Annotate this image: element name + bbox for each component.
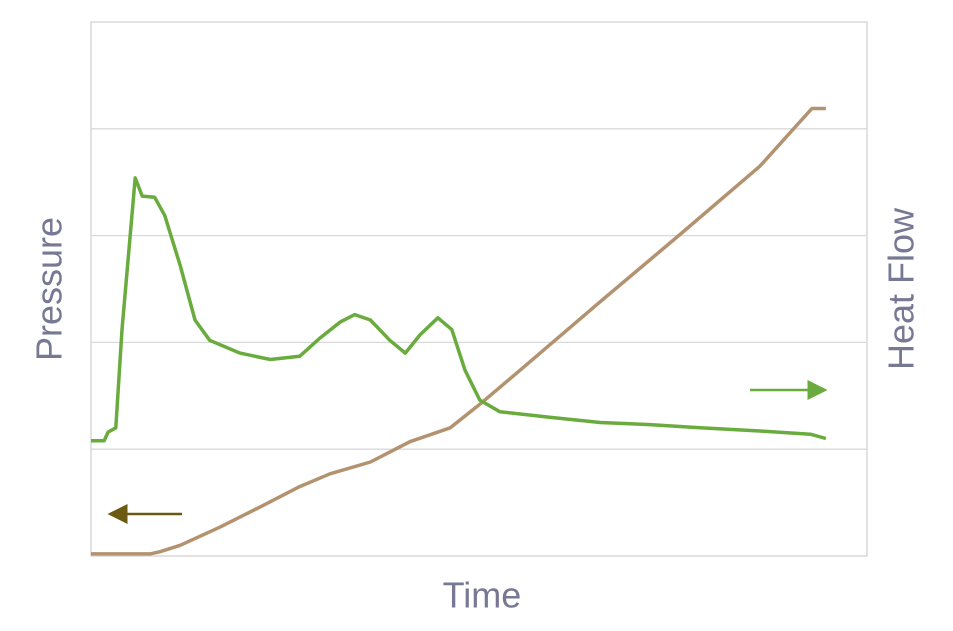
- series-line: [91, 106, 826, 556]
- x-axis-title: Time: [443, 575, 522, 616]
- y2-axis-title: Heat Flow: [881, 207, 922, 370]
- series-line: [91, 176, 827, 443]
- plot-frame: [90, 21, 868, 557]
- y-axis-title: Pressure: [29, 217, 70, 361]
